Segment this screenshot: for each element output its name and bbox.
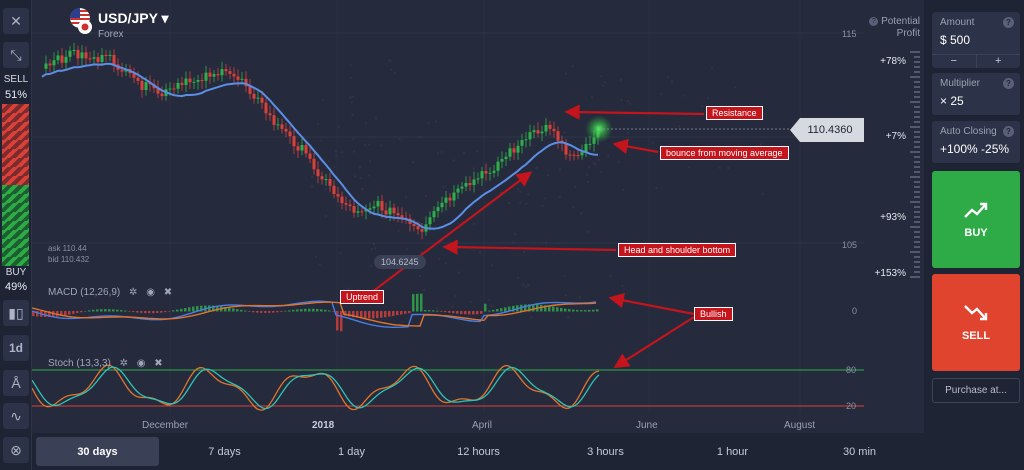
macd-histogram — [32, 293, 599, 332]
profit-level-1: +78% — [880, 56, 906, 67]
help-icon[interactable]: ? — [1003, 17, 1014, 28]
timeframe-30-days[interactable]: 30 days — [36, 437, 159, 466]
sell-percentage: 51% — [4, 89, 28, 101]
purchase-at-button[interactable]: Purchase at... — [932, 378, 1020, 403]
uptrend-annotation: Uptrend — [340, 290, 385, 304]
stoch-d-line — [32, 366, 600, 410]
multiplier-label: Multiplier — [940, 78, 981, 89]
help-icon: ? — [869, 16, 879, 26]
macd-zero-label: 0 — [852, 306, 858, 316]
amount-decrease-button[interactable]: − — [932, 55, 977, 68]
profit-level-4: +153% — [874, 268, 906, 279]
multiplier-value[interactable]: × 25 — [940, 94, 964, 108]
profit-scale: ? Potential Profit +78% +7% +93% +153% — [864, 0, 924, 433]
link-icon[interactable]: ⊗ — [3, 437, 29, 463]
buy-label: BUY — [5, 267, 27, 278]
timeframe-button[interactable]: 1d — [3, 335, 29, 361]
world-map-background — [310, 59, 765, 319]
buy-percentage: 49% — [4, 281, 28, 293]
help-icon[interactable]: ? — [1003, 78, 1014, 89]
asset-selector[interactable]: USD/JPY ▾ — [98, 10, 169, 26]
timeframe-bar: 30 days 7 days 1 day 12 hours 3 hours 1 hour 3… — [32, 433, 924, 470]
auto-closing-label: Auto Closing — [940, 126, 997, 137]
amount-label: Amount — [940, 17, 975, 28]
macd-signal-line — [32, 301, 597, 327]
ask-price: ask 110.44 — [48, 244, 87, 253]
timeframe-12-hours[interactable]: 12 hours — [457, 445, 500, 458]
timeframe-7-days[interactable]: 7 days — [208, 445, 241, 458]
jpy-flag-icon — [78, 20, 92, 34]
stoch-lower-label: 20 — [846, 401, 857, 411]
trade-panel: Amount ? $ 500 − + Multiplier ? × 25 Aut… — [924, 0, 1024, 470]
stoch-upper-label: 80 — [846, 365, 857, 375]
chart-type-icon[interactable]: ▮▯ — [3, 300, 29, 326]
timeframe-1-day[interactable]: 1 day — [338, 445, 365, 458]
stoch-label[interactable]: Stoch (13,3,3) ✲ ◉ ✖ — [48, 358, 163, 369]
current-price-tag: 110.4360 — [790, 118, 864, 142]
x-label-2018: 2018 — [312, 420, 335, 431]
bounce-annotation: bounce from moving average — [660, 146, 789, 160]
stoch-settings-icon[interactable]: ✲ — [119, 358, 128, 369]
price-level-bottom: 105 — [842, 240, 858, 250]
macd-visibility-icon[interactable]: ◉ — [146, 287, 155, 298]
macd-label[interactable]: MACD (12,26,9) ✲ ◉ ✖ — [48, 287, 173, 298]
profit-level-2: +7% — [885, 131, 906, 142]
macd-remove-icon[interactable]: ✖ — [163, 287, 173, 298]
collapse-icon[interactable]: ⤡ — [3, 42, 29, 68]
stoch-remove-icon[interactable]: ✖ — [154, 358, 163, 369]
price-chart — [32, 0, 864, 413]
bullish-annotation: Bullish — [694, 307, 733, 321]
stoch-k-line — [32, 364, 600, 411]
buy-button[interactable]: BUY — [932, 171, 1020, 268]
indicator-icon[interactable]: Å — [3, 370, 29, 396]
candlestick-series — [44, 42, 600, 240]
sell-label: SELL — [3, 74, 29, 85]
timeframe-3-hours[interactable]: 3 hours — [587, 445, 624, 458]
head-shoulder-annotation: Head and shoulder bottom — [618, 243, 737, 257]
macd-settings-icon[interactable]: ✲ — [129, 287, 138, 298]
asset-category: Forex — [98, 29, 124, 40]
timeframe-1-hour[interactable]: 1 hour — [716, 445, 749, 458]
multiplier-field[interactable]: Multiplier ? × 25 — [932, 73, 1020, 115]
auto-closing-value[interactable]: +100% -25% — [940, 142, 1010, 156]
profit-scale-ticks — [910, 51, 920, 278]
x-label-april: April — [472, 420, 493, 431]
help-icon[interactable]: ? — [1003, 126, 1014, 137]
chart-area[interactable]: USD/JPY ▾ Forex ask 110.44 bid 110.432 1… — [32, 0, 864, 433]
stoch-visibility-icon[interactable]: ◉ — [136, 358, 146, 369]
potential-profit-label: ? Potential Profit — [864, 16, 920, 40]
x-label-june: June — [636, 420, 658, 431]
trend-up-icon — [964, 202, 988, 218]
trend-down-icon — [964, 304, 988, 320]
amount-increase-button[interactable]: + — [995, 55, 1002, 67]
moving-average-line — [41, 62, 599, 230]
timeframe-30-min[interactable]: 30 min — [842, 445, 877, 458]
close-icon[interactable]: ✕ — [3, 8, 29, 34]
amount-value[interactable]: $ 500 — [940, 33, 971, 47]
amount-field[interactable]: Amount ? $ 500 − + — [932, 12, 1020, 68]
profit-level-3: +93% — [880, 212, 906, 223]
bid-price: bid 110.432 — [48, 255, 90, 264]
auto-closing-field[interactable]: Auto Closing ? +100% -25% — [932, 121, 1020, 163]
drawing-tools-icon[interactable]: ∿ — [3, 403, 29, 429]
low-price-marker: 104.6245 — [374, 255, 426, 269]
sell-button[interactable]: SELL — [932, 274, 1020, 371]
left-toolbar: ✕ ⤡ SELL 51% BUY 49% ▮▯ 1d Å ∿ ⊗ — [0, 0, 32, 470]
x-label-august: August — [784, 420, 816, 431]
resistance-annotation: Resistance — [706, 106, 763, 120]
annotation-arrows — [371, 104, 705, 369]
x-label-december: December — [142, 420, 189, 431]
price-level-top: 115 — [842, 29, 857, 39]
